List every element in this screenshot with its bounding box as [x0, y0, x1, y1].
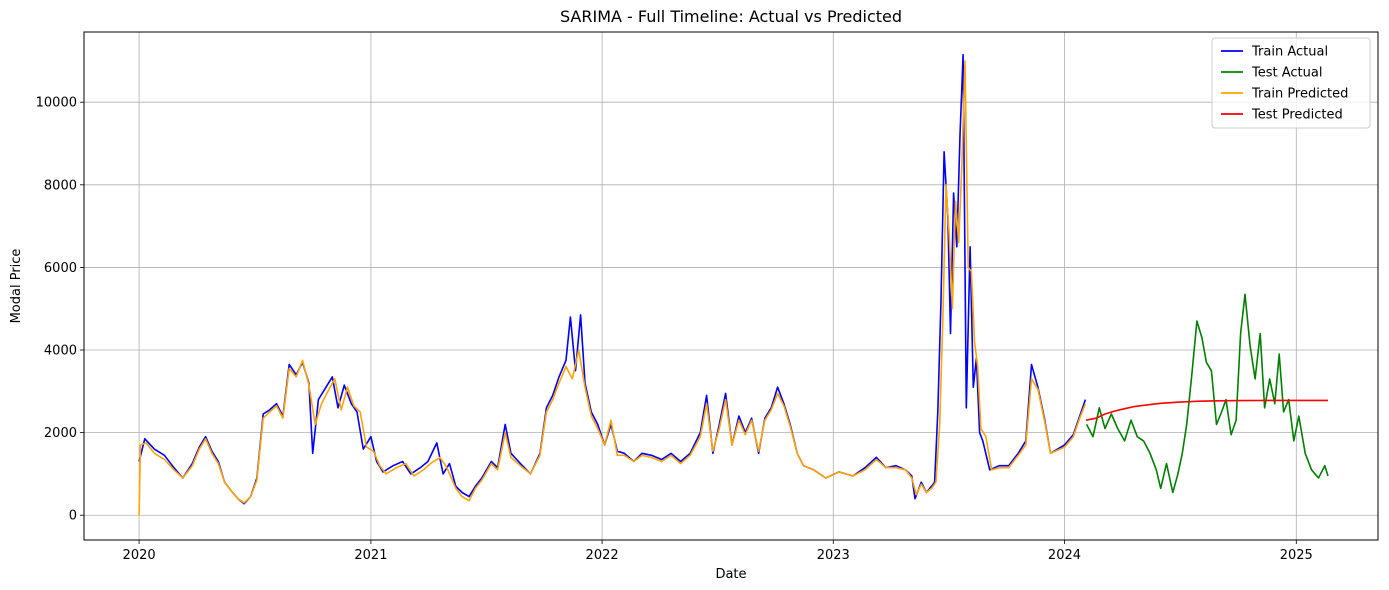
tick-layer: 2020 2021 2022 2023 2024 2025 0 2000 4000 6000 800… — [36, 96, 1313, 563]
x-tick-label: 2025 — [1280, 548, 1313, 563]
y-tick-label: 6000 — [44, 261, 77, 276]
plot-area — [84, 32, 1378, 540]
x-tick-label: 2021 — [354, 548, 387, 563]
legend: Train Actual Test Actual Train Predicted Te… — [1211, 37, 1371, 129]
legend-label-train-actual: Train Actual — [1251, 45, 1328, 60]
y-tick-label: 4000 — [44, 344, 77, 359]
series-layer — [138, 53, 1329, 516]
y-tick-label: 8000 — [44, 178, 77, 193]
x-tick-label: 2020 — [123, 548, 156, 563]
legend-label-test-predicted: Test Predicted — [1251, 108, 1343, 123]
x-tick-label: 2022 — [586, 548, 619, 563]
y-tick-label: 2000 — [44, 426, 77, 441]
series-line-test-predicted — [1085, 399, 1328, 421]
y-tick-label: 0 — [69, 509, 77, 524]
chart-title: SARIMA - Full Timeline: Actual vs Predic… — [560, 7, 902, 26]
x-tick-label: 2023 — [817, 548, 850, 563]
plot-border — [83, 31, 1379, 541]
x-tick-label: 2024 — [1048, 548, 1081, 563]
y-axis-label: Modal Price — [9, 249, 24, 324]
legend-label-test-actual: Test Actual — [1251, 66, 1322, 81]
x-axis-label: Date — [715, 567, 746, 582]
legend-box — [1211, 37, 1371, 129]
legend-label-train-predicted: Train Predicted — [1251, 87, 1348, 102]
y-tick-label: 10000 — [36, 96, 77, 111]
series-line-train-predicted — [138, 60, 1087, 516]
series-line-test-actual — [1085, 293, 1329, 494]
